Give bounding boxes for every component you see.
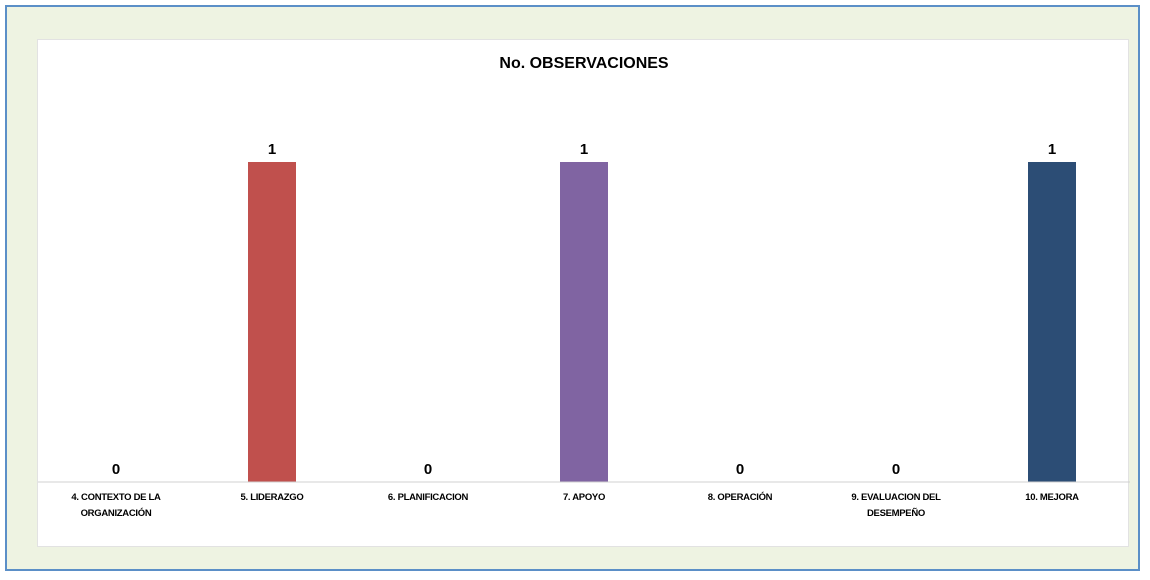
x-tick-label-line: 6. PLANIFICACION xyxy=(388,492,469,503)
bar-chart: No. OBSERVACIONES 0 1 0 1 0 0 1 4. CONTEXTO DE… xyxy=(38,55,1130,519)
data-label-4: 1 xyxy=(580,141,588,158)
bar-4 xyxy=(560,162,608,482)
data-label-7: 1 xyxy=(1048,141,1056,158)
x-tick-label-7: 10. MEJORA xyxy=(1025,492,1079,503)
bar-2 xyxy=(248,162,296,482)
x-tick-label-line: DESEMPEÑO xyxy=(867,508,925,519)
bar-7 xyxy=(1028,162,1076,482)
x-tick-label-6: 9. EVALUACION DEL DESEMPEÑO xyxy=(851,492,941,519)
x-tick-label-2: 5. LIDERAZGO xyxy=(241,492,304,503)
data-label-5: 0 xyxy=(736,461,744,478)
data-label-2: 1 xyxy=(268,141,276,158)
x-tick-label-3: 6. PLANIFICACION xyxy=(388,492,469,503)
x-tick-label-5: 8. OPERACIÓN xyxy=(708,491,773,503)
data-label-6: 0 xyxy=(892,461,900,478)
x-tick-label-line: 10. MEJORA xyxy=(1025,492,1079,503)
value-labels-group: 0 1 0 1 0 0 1 xyxy=(112,141,1056,478)
bars-group xyxy=(248,162,1076,482)
x-tick-label-line: 8. OPERACIÓN xyxy=(708,491,773,503)
x-tick-label-line: 5. LIDERAZGO xyxy=(241,492,304,503)
chart-area: No. OBSERVACIONES 0 1 0 1 0 0 1 4. CONTEXTO DE… xyxy=(37,39,1130,547)
x-tick-label-line: 9. EVALUACION DEL xyxy=(851,492,941,503)
x-tick-labels-group: 4. CONTEXTO DE LA ORGANIZACIÓN 5. LIDERAZG… xyxy=(71,491,1079,519)
chart-title: No. OBSERVACIONES xyxy=(499,55,669,72)
x-tick-label-line: 7. APOYO xyxy=(563,492,605,503)
x-tick-label-1: 4. CONTEXTO DE LA ORGANIZACIÓN xyxy=(71,492,161,519)
data-label-1: 0 xyxy=(112,461,120,478)
x-tick-label-line: 4. CONTEXTO DE LA xyxy=(71,492,161,503)
x-tick-label-line: ORGANIZACIÓN xyxy=(81,507,152,519)
chart-frame: No. OBSERVACIONES 0 1 0 1 0 0 1 4. CONTEXTO DE… xyxy=(5,5,1140,571)
data-label-3: 0 xyxy=(424,461,432,478)
x-tick-label-4: 7. APOYO xyxy=(563,492,605,503)
